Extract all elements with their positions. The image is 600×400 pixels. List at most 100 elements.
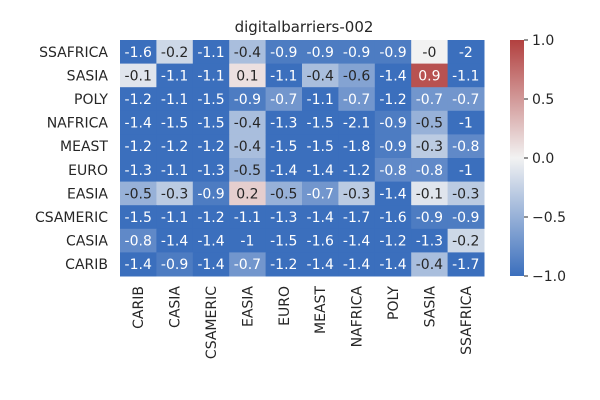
cell-value-label: -1.5 bbox=[161, 116, 188, 132]
cell-value-label: -1.5 bbox=[270, 234, 297, 250]
heatmap-cell bbox=[302, 63, 339, 88]
cell-value-label: -1.3 bbox=[270, 210, 297, 226]
cell-value-label: -0.7 bbox=[270, 92, 297, 108]
y-tick-label: NAFRICA bbox=[47, 116, 109, 132]
heatmap-cell bbox=[229, 252, 267, 277]
heatmap-cell bbox=[229, 205, 267, 230]
colorbar-tick-label: −0.5 bbox=[532, 210, 566, 226]
cell-value-label: -1.2 bbox=[197, 139, 224, 155]
cell-value-label: -1.4 bbox=[125, 116, 152, 132]
heatmap-cell bbox=[265, 158, 303, 183]
heatmap-cell bbox=[447, 181, 485, 206]
cell-value-label: -1.4 bbox=[307, 257, 334, 273]
cell-value-label: -0.4 bbox=[416, 257, 443, 273]
heatmap-cell bbox=[338, 228, 376, 253]
cell-value-label: -0.7 bbox=[234, 257, 261, 273]
heatmap-cell bbox=[374, 40, 412, 65]
cell-value-label: -0.7 bbox=[343, 92, 370, 108]
cell-value-label: -0.1 bbox=[416, 186, 443, 202]
colorbar-tick-label: 0.5 bbox=[532, 92, 554, 108]
heatmap-cell bbox=[411, 158, 449, 183]
heatmap-cell bbox=[338, 40, 376, 65]
x-tick-label: POLY bbox=[386, 286, 402, 320]
x-tick-label: CASIA bbox=[168, 286, 184, 328]
cell-value-label: -1.7 bbox=[343, 210, 370, 226]
cell-value-label: -1.4 bbox=[343, 234, 370, 250]
cell-value-label: -1.4 bbox=[379, 186, 406, 202]
heatmap-cell bbox=[192, 63, 230, 88]
cell-value-label: -0.5 bbox=[234, 163, 261, 179]
cell-value-label: -0.8 bbox=[125, 234, 152, 250]
heatmap-cell bbox=[302, 252, 339, 277]
cell-value-label: -0.9 bbox=[343, 45, 370, 61]
heatmap-cell bbox=[120, 40, 157, 65]
cell-value-label: -1.1 bbox=[307, 92, 334, 108]
cell-value-label: -1.4 bbox=[379, 68, 406, 84]
heatmap-cell bbox=[302, 87, 339, 112]
heatmap-cell bbox=[156, 181, 194, 206]
heatmap-cell bbox=[411, 134, 449, 159]
heatmap-cell bbox=[338, 63, 376, 88]
heatmap-cell bbox=[338, 158, 376, 183]
y-tick-label: CASIA bbox=[66, 234, 108, 250]
cell-value-label: -0.9 bbox=[307, 45, 334, 61]
heatmap-cell bbox=[192, 40, 230, 65]
heatmap-cell bbox=[120, 110, 157, 135]
heatmap-cell bbox=[156, 134, 194, 159]
colorbar-tick-label: 1.0 bbox=[532, 33, 554, 49]
cell-value-label: -1.2 bbox=[197, 210, 224, 226]
chart-title: digitalbarriers-002 bbox=[235, 18, 374, 36]
cell-value-label: -1.1 bbox=[234, 210, 261, 226]
cell-value-label: -1.5 bbox=[307, 139, 334, 155]
cell-value-label: -0.3 bbox=[161, 186, 188, 202]
heatmap-cell bbox=[120, 134, 157, 159]
heatmap-cell bbox=[229, 87, 267, 112]
heatmap-cell bbox=[447, 252, 485, 277]
heatmap-cell bbox=[265, 63, 303, 88]
cell-value-label: -0.9 bbox=[234, 92, 261, 108]
heatmap-cell bbox=[265, 205, 303, 230]
heatmap-cell bbox=[120, 205, 157, 230]
cell-value-label: -0.4 bbox=[307, 68, 334, 84]
heatmap-cell bbox=[120, 87, 157, 112]
cell-value-label: -0.7 bbox=[416, 92, 443, 108]
cell-value-label: -0.2 bbox=[161, 45, 188, 61]
heatmap-cell bbox=[265, 181, 303, 206]
cell-value-label: -0.3 bbox=[343, 186, 370, 202]
heatmap-cell bbox=[156, 252, 194, 277]
heatmap-cell bbox=[265, 252, 303, 277]
cell-value-label: -0.8 bbox=[379, 163, 406, 179]
cell-value-label: -0.7 bbox=[452, 92, 479, 108]
cell-value-label: -1.1 bbox=[161, 68, 188, 84]
heatmap-cell bbox=[374, 87, 412, 112]
cell-value-label: -2 bbox=[459, 45, 473, 61]
x-tick-label: EASIA bbox=[240, 286, 256, 327]
cell-value-label: -1.1 bbox=[197, 68, 224, 84]
heatmap-cell bbox=[192, 228, 230, 253]
cell-value-label: -1.2 bbox=[125, 139, 152, 155]
y-axis-labels: SSAFRICA SASIA POLY NAFRICA MEAST EURO EASIA CS… bbox=[35, 45, 108, 273]
heatmap-cell bbox=[156, 205, 194, 230]
cell-value-label: -0.3 bbox=[452, 186, 479, 202]
heatmap-cell bbox=[447, 87, 485, 112]
cell-value-label: -1.5 bbox=[270, 139, 297, 155]
cell-value-label: -0.9 bbox=[452, 210, 479, 226]
y-tick-label: POLY bbox=[74, 92, 108, 108]
y-tick-label: CARIB bbox=[65, 257, 108, 273]
heatmap-cell bbox=[192, 87, 230, 112]
heatmap-cell bbox=[338, 110, 376, 135]
y-tick-label: MEAST bbox=[60, 139, 108, 155]
cell-value-label: -1.6 bbox=[379, 210, 406, 226]
heatmap-cell bbox=[302, 205, 339, 230]
heatmap-cell bbox=[302, 134, 339, 159]
cell-value-label: -1 bbox=[240, 234, 254, 250]
heatmap-cell bbox=[338, 252, 376, 277]
cell-value-label: -0.8 bbox=[452, 139, 479, 155]
cell-value-label: -1.1 bbox=[161, 163, 188, 179]
heatmap-cell bbox=[192, 158, 230, 183]
cell-value-label: -1.6 bbox=[125, 45, 152, 61]
heatmap-cell bbox=[447, 228, 485, 253]
cell-value-label: -1.4 bbox=[197, 257, 224, 273]
heatmap-cell bbox=[338, 87, 376, 112]
x-tick-label: SSAFRICA bbox=[459, 286, 475, 355]
